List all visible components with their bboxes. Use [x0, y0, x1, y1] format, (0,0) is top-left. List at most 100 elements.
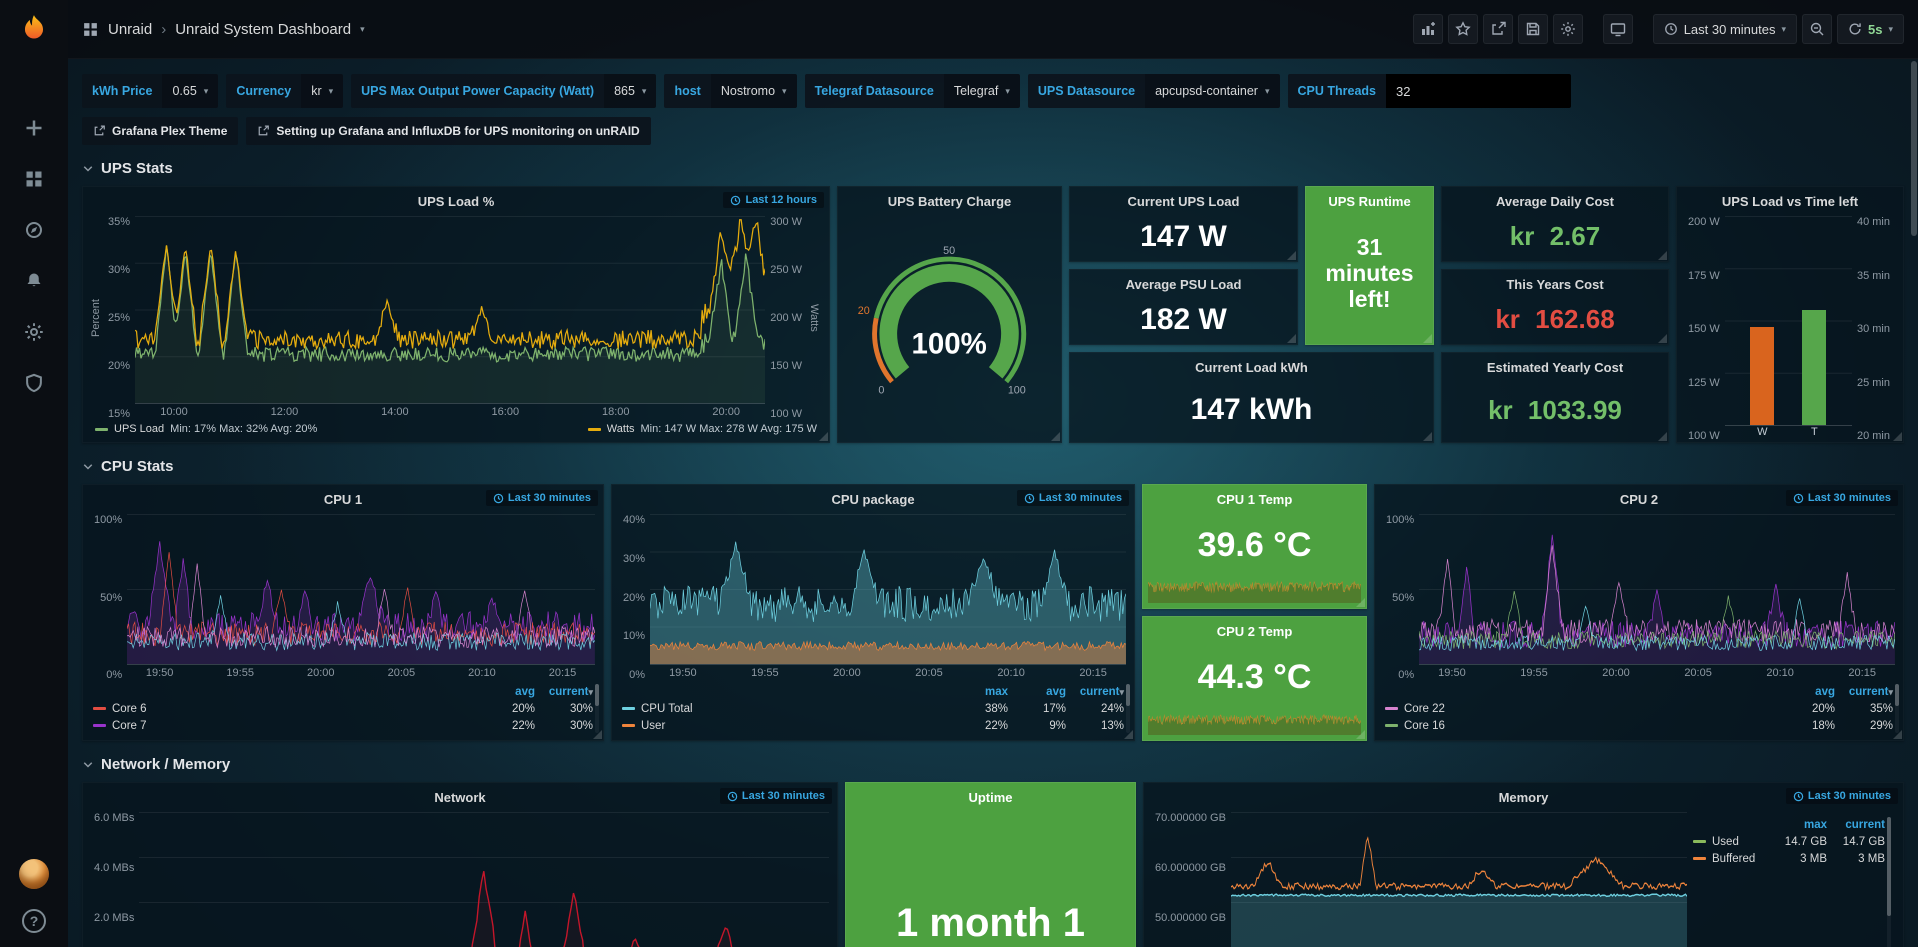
user-avatar[interactable]	[19, 859, 49, 889]
link-grafana-plex-theme[interactable]: Grafana Plex Theme	[82, 117, 239, 145]
series-swatch	[1385, 724, 1398, 727]
cpu-threads-input[interactable]	[1386, 74, 1571, 108]
network-chart[interactable]	[139, 812, 829, 947]
panel-title[interactable]: Memory	[1498, 790, 1549, 805]
dashboard-settings-button[interactable]	[1552, 14, 1583, 44]
breadcrumb-dashboard-title[interactable]: Unraid System Dashboard	[175, 20, 352, 38]
panel-title[interactable]: Estimated Yearly Cost	[1486, 360, 1624, 375]
gauge-threshold-label: 20	[858, 305, 870, 317]
legend-scrollbar[interactable]	[595, 684, 599, 733]
panel-title[interactable]: CPU 1	[323, 492, 363, 507]
dashboards-icon[interactable]	[23, 168, 45, 190]
battery-gauge: 0 20 50 100 100%	[838, 212, 1061, 442]
cpu2-chart[interactable]	[1419, 514, 1895, 665]
row-header-ups-stats[interactable]: UPS Stats	[82, 160, 1904, 177]
legend-sort-avg[interactable]: avg	[1815, 685, 1835, 698]
help-icon[interactable]: ?	[22, 909, 46, 933]
apps-grid-icon[interactable]	[82, 21, 99, 38]
y-tick: 300 W	[770, 216, 802, 228]
scrollbar-thumb[interactable]	[1911, 61, 1917, 236]
variable-value-dropdown[interactable]: apcupsd-container ▾	[1145, 74, 1280, 108]
legend-sort-max[interactable]: max	[984, 685, 1008, 698]
variable-value-dropdown[interactable]: 865 ▾	[604, 74, 657, 108]
y-tick: 4.0 MBs	[94, 862, 135, 874]
legend-sort-avg[interactable]: avg	[1046, 685, 1066, 698]
legend-scrollbar[interactable]	[1887, 817, 1891, 947]
x-tick: 19:55	[751, 667, 779, 679]
chevron-down-icon[interactable]: ▾	[360, 23, 365, 34]
legend-sort-max[interactable]: max	[1803, 818, 1827, 831]
ups-load-chart[interactable]	[135, 216, 766, 404]
add-icon[interactable]	[23, 117, 45, 139]
legend-sort-current[interactable]: current▾	[1848, 685, 1893, 698]
panel-title[interactable]: Uptime	[968, 790, 1013, 805]
panel-title[interactable]: This Years Cost	[1506, 277, 1604, 292]
cpu1-chart[interactable]	[127, 514, 595, 665]
cpu-package-chart[interactable]	[650, 514, 1126, 665]
x-tick: 19:50	[1438, 667, 1466, 679]
variable-cpu-threads: CPU Threads	[1287, 74, 1571, 108]
legend-series-name[interactable]: Watts	[606, 423, 635, 435]
memory-chart[interactable]	[1230, 812, 1687, 947]
legend-sort-current[interactable]: current▾	[1079, 685, 1124, 698]
panel-title[interactable]: Current Load kWh	[1195, 360, 1308, 375]
panel-title[interactable]: Average Daily Cost	[1495, 194, 1614, 209]
panel-title[interactable]: CPU 2 Temp	[1216, 624, 1293, 639]
alerting-bell-icon[interactable]	[23, 270, 45, 292]
panel-title[interactable]: UPS Load vs Time left	[1721, 194, 1859, 209]
time-range-picker[interactable]: Last 30 minutes ▾	[1652, 14, 1797, 44]
legend-series-name[interactable]: Core 7	[93, 720, 477, 732]
legend-scrollbar[interactable]	[1895, 684, 1899, 733]
server-admin-shield-icon[interactable]	[23, 372, 45, 394]
save-button[interactable]	[1517, 14, 1548, 44]
panel-title[interactable]: CPU 1 Temp	[1216, 492, 1293, 507]
legend-series-name[interactable]: CPU Total	[622, 703, 950, 715]
configuration-gear-icon[interactable]	[23, 321, 45, 343]
row-header-cpu-stats[interactable]: CPU Stats	[82, 458, 1904, 475]
panel-title[interactable]: Current UPS Load	[1127, 194, 1240, 209]
legend-series-name[interactable]: Core 16	[1385, 720, 1777, 732]
panel-network: Network Last 30 minutes 6.0 MBs 4.0 MBs …	[82, 782, 838, 947]
variable-value-dropdown[interactable]: 0.65 ▾	[162, 74, 219, 108]
breadcrumb-org[interactable]: Unraid	[108, 20, 153, 38]
grafana-logo[interactable]	[0, 0, 68, 59]
zoom-out-button[interactable]	[1802, 14, 1832, 44]
add-panel-button[interactable]	[1412, 14, 1443, 44]
legend-series-name[interactable]: User	[622, 720, 950, 732]
panel-title[interactable]: UPS Battery Charge	[887, 194, 1012, 209]
cycle-view-button[interactable]	[1602, 14, 1633, 44]
legend-series-name[interactable]: Buffered	[1693, 853, 1769, 865]
panel-title[interactable]: Average PSU Load	[1125, 277, 1242, 292]
legend-sort-avg[interactable]: avg	[515, 685, 535, 698]
panel-title[interactable]: CPU 2	[1619, 492, 1659, 507]
bars-chart[interactable]	[1724, 216, 1852, 426]
chevron-down-icon	[83, 165, 93, 172]
legend-series-name[interactable]: Core 6	[93, 703, 477, 715]
legend-avg-value: 18%	[1811, 719, 1835, 732]
panel-title[interactable]: Network	[434, 790, 486, 805]
variable-value-dropdown[interactable]: Telegraf ▾	[943, 74, 1020, 108]
legend-scrollbar[interactable]	[1126, 684, 1130, 733]
legend-sort-current[interactable]: current▾	[548, 685, 593, 698]
panel-title[interactable]: UPS Load %	[417, 194, 495, 209]
stat-value: kr 162.68	[1495, 304, 1615, 334]
link-ups-monitoring-guide[interactable]: Setting up Grafana and InfluxDB for UPS …	[246, 117, 651, 145]
legend-sort-current[interactable]: current	[1845, 818, 1885, 831]
panel-title[interactable]: CPU package	[831, 492, 915, 507]
legend-series-name[interactable]: Core 22	[1385, 703, 1777, 715]
refresh-picker[interactable]: 5s ▾	[1837, 14, 1904, 44]
row-header-network-memory[interactable]: Network / Memory	[82, 756, 1904, 773]
panel-average-psu-load: Average PSU Load 182 W	[1069, 269, 1298, 345]
explore-icon[interactable]	[23, 219, 45, 241]
legend-current-value: 30%	[569, 719, 593, 732]
variable-value-dropdown[interactable]: Nostromo ▾	[710, 74, 797, 108]
series-swatch	[587, 427, 601, 431]
legend-series-name[interactable]: Used	[1693, 836, 1769, 848]
panel-title[interactable]: UPS Runtime	[1328, 194, 1411, 209]
sparkline	[1148, 571, 1361, 603]
share-button[interactable]	[1482, 14, 1513, 44]
variable-value-dropdown[interactable]: kr ▾	[301, 74, 344, 108]
star-button[interactable]	[1447, 14, 1478, 44]
series-swatch	[622, 724, 635, 727]
legend-series-name[interactable]: UPS Load	[114, 423, 165, 435]
